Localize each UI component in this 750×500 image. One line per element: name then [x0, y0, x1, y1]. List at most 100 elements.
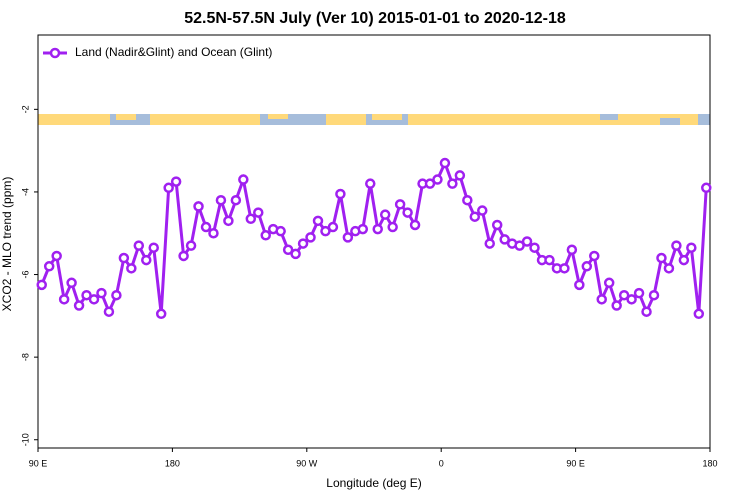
x-tick-label: 90 W: [296, 458, 318, 468]
point: [178, 250, 189, 262]
point: [305, 232, 316, 243]
point: [372, 223, 383, 235]
point: [51, 250, 62, 262]
point: [439, 157, 451, 169]
point: [58, 294, 70, 305]
point: [245, 213, 257, 225]
point: [574, 279, 585, 291]
y-tick-label: -2: [20, 105, 30, 113]
point: [148, 242, 159, 253]
point: [155, 308, 167, 320]
point: [230, 194, 242, 206]
point: [275, 225, 286, 237]
land-ocean-strip: [38, 114, 710, 125]
point: [335, 188, 346, 200]
point: [118, 252, 130, 264]
point: [111, 289, 122, 301]
point: [589, 250, 600, 262]
point: [379, 209, 391, 220]
y-tick-label: -4: [20, 188, 30, 196]
x-tick-label: 0: [439, 458, 444, 468]
point: [320, 225, 331, 237]
point: [596, 294, 607, 305]
point: [357, 223, 369, 235]
point: [96, 287, 107, 299]
point: [626, 294, 637, 305]
point: [141, 254, 152, 266]
point: [327, 221, 339, 233]
point: [469, 211, 481, 222]
plot-frame: [37, 34, 711, 449]
point: [163, 182, 174, 194]
point: [641, 306, 652, 317]
point: [559, 263, 570, 274]
point: [88, 294, 100, 305]
point: [566, 244, 578, 256]
y-tick-label: -8: [20, 353, 30, 361]
x-axis-label: Longitude (deg E): [326, 476, 421, 490]
point: [656, 252, 667, 264]
point: [633, 287, 645, 299]
point: [544, 254, 555, 266]
point: [424, 178, 436, 189]
point: [342, 232, 354, 243]
point: [686, 242, 697, 253]
point: [215, 194, 227, 206]
point: [454, 170, 466, 181]
point: [499, 234, 510, 245]
point: [521, 236, 533, 247]
point: [208, 227, 219, 239]
point: [282, 244, 294, 256]
point: [103, 306, 115, 317]
point: [484, 238, 495, 249]
point: [671, 240, 682, 251]
legend-marker: [49, 47, 61, 59]
point: [170, 176, 182, 187]
point: [223, 215, 234, 227]
point: [260, 230, 271, 241]
point: [402, 207, 413, 218]
point: [693, 308, 705, 320]
point: [73, 300, 85, 311]
point: [477, 205, 488, 216]
point: [432, 174, 443, 185]
point: [238, 174, 249, 185]
point: [81, 289, 92, 301]
y-tick-label: -6: [20, 271, 30, 279]
y-tick-label: -10: [20, 433, 30, 446]
point: [185, 240, 197, 251]
point: [611, 300, 622, 311]
point: [603, 277, 615, 289]
x-tick-label: 180: [702, 458, 717, 468]
point: [394, 199, 406, 210]
point: [581, 261, 593, 272]
point: [701, 182, 712, 194]
point: [491, 219, 503, 231]
point: [663, 263, 675, 274]
point: [253, 207, 264, 218]
chart-title: 52.5N-57.5N July (Ver 10) 2015-01-01 to …: [184, 10, 566, 27]
y-axis-label: XCO2 - MLO trend (ppm): [0, 177, 14, 312]
point: [514, 240, 525, 251]
x-tick-label: 90 E: [29, 458, 48, 468]
point: [387, 221, 398, 233]
x-tick-label: 180: [165, 458, 180, 468]
point: [462, 194, 473, 206]
point: [365, 178, 376, 189]
point: [193, 201, 204, 212]
point: [648, 289, 660, 301]
point: [200, 221, 212, 233]
point: [297, 238, 309, 249]
legend-label: Land (Nadir&Glint) and Ocean (Glint): [75, 45, 272, 59]
x-tick-label: 90 E: [566, 458, 585, 468]
point: [66, 277, 77, 289]
point: [312, 215, 324, 227]
point: [36, 279, 47, 291]
point: [43, 261, 55, 272]
point: [618, 289, 630, 301]
point: [529, 242, 540, 253]
point: [409, 219, 421, 231]
point: [126, 263, 137, 274]
point: [290, 248, 301, 260]
